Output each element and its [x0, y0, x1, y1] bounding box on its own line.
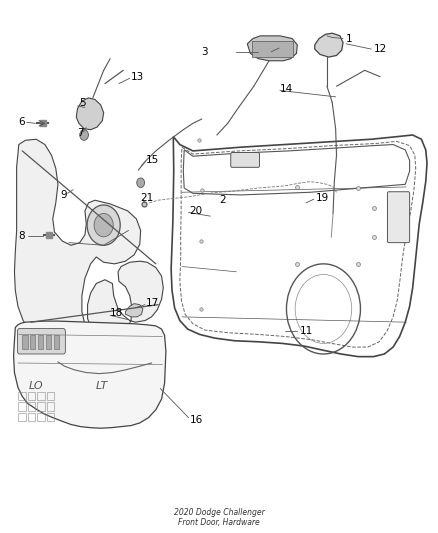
Polygon shape: [125, 304, 143, 317]
Bar: [18, 413, 26, 421]
Text: 21: 21: [141, 192, 154, 203]
Text: 11: 11: [300, 326, 313, 336]
Polygon shape: [315, 33, 343, 57]
Bar: [28, 413, 35, 421]
Circle shape: [87, 205, 120, 245]
Bar: [37, 413, 45, 421]
Bar: [28, 402, 35, 411]
Polygon shape: [14, 139, 163, 343]
Text: 2020 Dodge Challenger
Front Door, Hardware: 2020 Dodge Challenger Front Door, Hardwa…: [173, 508, 265, 527]
Text: 9: 9: [60, 190, 67, 200]
Bar: [18, 402, 26, 411]
Text: 12: 12: [374, 44, 387, 54]
Text: 5: 5: [79, 98, 85, 108]
Text: 1: 1: [346, 34, 353, 44]
Bar: [53, 335, 59, 349]
Bar: [18, 392, 26, 400]
Circle shape: [80, 130, 88, 140]
Bar: [37, 402, 45, 411]
Text: 20: 20: [189, 206, 202, 216]
Bar: [28, 392, 35, 400]
Bar: [47, 413, 54, 421]
Text: 13: 13: [131, 71, 145, 82]
Bar: [37, 392, 45, 400]
Text: LO: LO: [29, 381, 43, 391]
Text: 15: 15: [146, 156, 159, 165]
Text: 18: 18: [110, 308, 124, 318]
Polygon shape: [247, 36, 297, 61]
FancyBboxPatch shape: [388, 192, 410, 243]
FancyBboxPatch shape: [18, 328, 65, 354]
Circle shape: [137, 178, 145, 188]
Text: 7: 7: [78, 128, 84, 138]
Text: 2: 2: [219, 195, 226, 205]
Bar: [30, 335, 35, 349]
Bar: [47, 402, 54, 411]
Text: LT: LT: [95, 381, 108, 391]
Text: 17: 17: [146, 297, 159, 308]
Bar: [252, 41, 293, 56]
Text: 6: 6: [19, 117, 25, 127]
Bar: [38, 335, 43, 349]
Text: 3: 3: [201, 47, 208, 56]
Polygon shape: [76, 98, 104, 130]
Bar: [47, 392, 54, 400]
Circle shape: [94, 214, 113, 237]
Text: 16: 16: [189, 415, 203, 425]
Polygon shape: [14, 321, 166, 428]
Bar: [46, 335, 51, 349]
Bar: [22, 335, 28, 349]
Text: 19: 19: [316, 192, 329, 203]
Text: 8: 8: [19, 231, 25, 241]
FancyBboxPatch shape: [231, 152, 259, 167]
Text: 14: 14: [280, 84, 293, 94]
